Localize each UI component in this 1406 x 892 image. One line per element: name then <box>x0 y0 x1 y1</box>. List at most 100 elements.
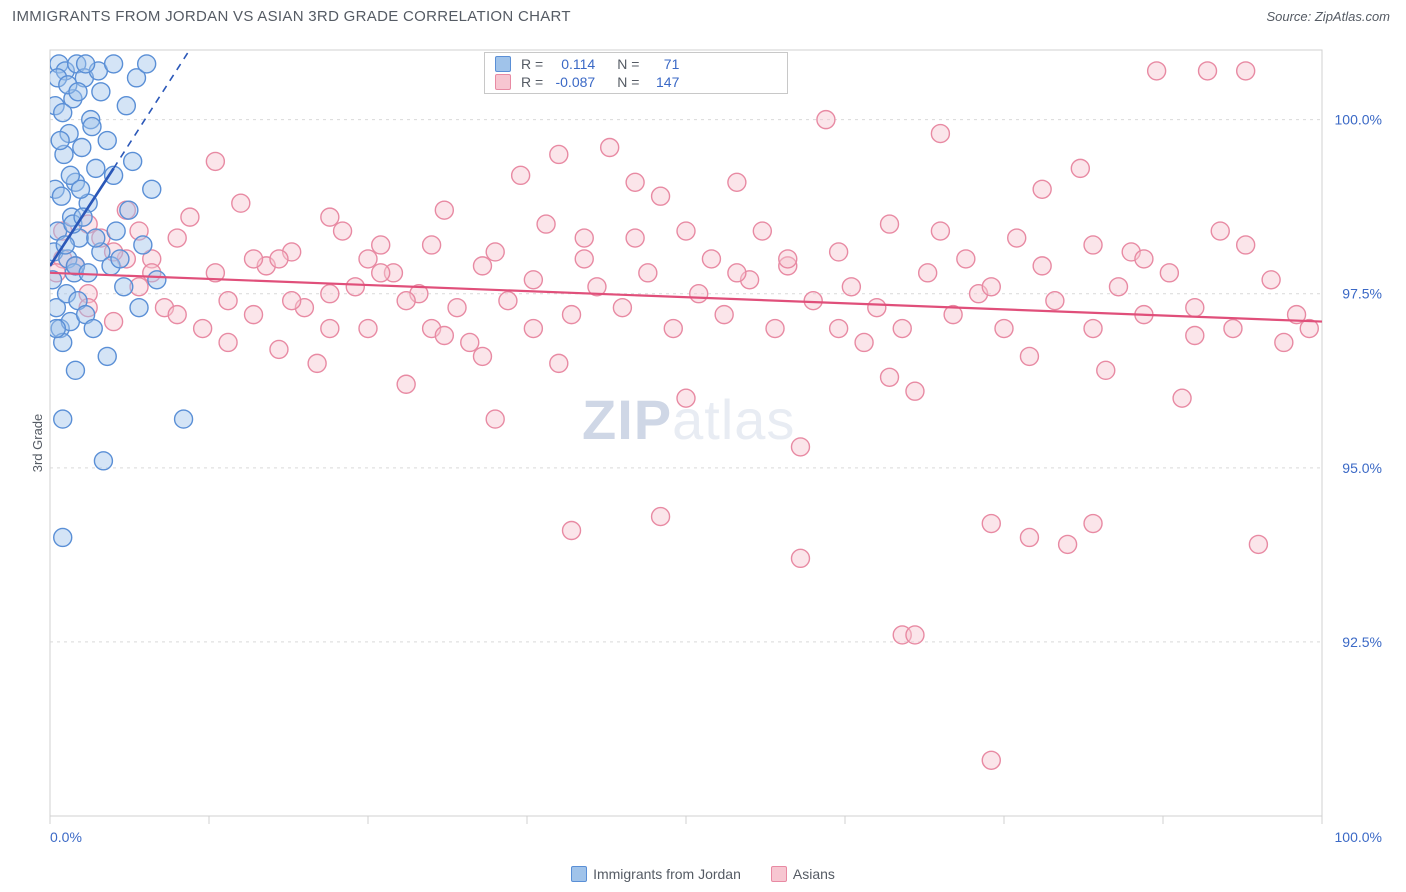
point-series-b <box>677 222 695 240</box>
point-series-a <box>87 159 105 177</box>
point-series-b <box>270 340 288 358</box>
point-series-b <box>1224 320 1242 338</box>
point-series-a <box>47 320 65 338</box>
point-series-b <box>753 222 771 240</box>
point-series-a <box>98 347 116 365</box>
point-series-b <box>473 257 491 275</box>
y-tick-label: 95.0% <box>1342 460 1382 476</box>
point-series-b <box>931 222 949 240</box>
point-series-b <box>359 320 377 338</box>
point-series-a <box>111 250 129 268</box>
point-series-a <box>54 410 72 428</box>
point-series-b <box>677 389 695 407</box>
n-label: N = <box>617 56 639 72</box>
point-series-b <box>1084 515 1102 533</box>
point-series-b <box>1084 236 1102 254</box>
n-value: 71 <box>639 56 679 72</box>
x-tick-max: 100.0% <box>1335 829 1382 844</box>
point-series-b <box>1033 180 1051 198</box>
n-value: 147 <box>639 74 679 90</box>
point-series-b <box>791 438 809 456</box>
chart-title: IMMIGRANTS FROM JORDAN VS ASIAN 3RD GRAD… <box>12 8 571 25</box>
y-tick-label: 97.5% <box>1342 286 1382 302</box>
legend-swatch-a <box>571 866 587 882</box>
point-series-b <box>639 264 657 282</box>
point-series-a <box>54 104 72 122</box>
point-series-a <box>107 222 125 240</box>
point-series-b <box>1186 327 1204 345</box>
point-series-b <box>1199 62 1217 80</box>
point-series-b <box>397 375 415 393</box>
legend-item-series-a: Immigrants from Jordan <box>571 866 741 882</box>
point-series-b <box>728 264 746 282</box>
point-series-b <box>766 320 784 338</box>
legend-item-series-b: Asians <box>771 866 835 882</box>
stats-row: R =0.114 N =71 <box>485 55 787 73</box>
point-series-a <box>117 97 135 115</box>
point-series-a <box>66 361 84 379</box>
point-series-a <box>115 278 133 296</box>
point-series-b <box>931 125 949 143</box>
point-series-a <box>134 236 152 254</box>
point-series-b <box>321 320 339 338</box>
point-series-b <box>397 292 415 310</box>
y-tick-label: 100.0% <box>1335 112 1382 128</box>
trend-line <box>50 273 1322 322</box>
point-series-b <box>1211 222 1229 240</box>
scatter-chart: 92.5%95.0%97.5%100.0%0.0%100.0% <box>42 42 1396 844</box>
point-series-b <box>283 292 301 310</box>
r-label: R = <box>521 56 543 72</box>
point-series-b <box>346 278 364 296</box>
point-series-b <box>652 187 670 205</box>
point-series-b <box>830 320 848 338</box>
y-tick-label: 92.5% <box>1342 634 1382 650</box>
source-label: Source: ZipAtlas.com <box>1266 9 1390 24</box>
legend-label-b: Asians <box>793 866 835 882</box>
point-series-b <box>372 264 390 282</box>
point-series-b <box>868 299 886 317</box>
point-series-a <box>51 132 69 150</box>
r-value: 0.114 <box>543 56 595 72</box>
point-series-b <box>359 250 377 268</box>
point-series-b <box>550 354 568 372</box>
point-series-b <box>791 549 809 567</box>
point-series-b <box>1135 250 1153 268</box>
point-series-a <box>83 118 101 136</box>
point-series-a <box>84 320 102 338</box>
point-series-b <box>575 229 593 247</box>
point-series-b <box>524 271 542 289</box>
point-series-a <box>124 152 142 170</box>
point-series-a <box>94 452 112 470</box>
point-series-b <box>982 278 1000 296</box>
point-series-b <box>563 521 581 539</box>
point-series-b <box>1020 347 1038 365</box>
point-series-b <box>626 173 644 191</box>
point-series-b <box>855 333 873 351</box>
point-series-b <box>893 320 911 338</box>
point-series-b <box>270 250 288 268</box>
point-series-b <box>575 250 593 268</box>
point-series-b <box>779 250 797 268</box>
point-series-b <box>1148 62 1166 80</box>
point-series-b <box>626 229 644 247</box>
point-series-b <box>1275 333 1293 351</box>
point-series-b <box>1173 389 1191 407</box>
point-series-b <box>652 508 670 526</box>
point-series-a <box>175 410 193 428</box>
point-series-a <box>120 201 138 219</box>
point-series-b <box>957 250 975 268</box>
point-series-b <box>550 145 568 163</box>
point-series-a <box>69 83 87 101</box>
point-series-b <box>1008 229 1026 247</box>
point-series-a <box>77 55 95 73</box>
point-series-b <box>906 382 924 400</box>
point-series-b <box>601 138 619 156</box>
legend-swatch-b <box>771 866 787 882</box>
point-series-b <box>448 299 466 317</box>
legend-bottom: Immigrants from Jordan Asians <box>0 866 1406 882</box>
point-series-b <box>881 368 899 386</box>
point-series-a <box>98 132 116 150</box>
point-series-b <box>919 264 937 282</box>
point-series-b <box>1097 361 1115 379</box>
point-series-b <box>1020 528 1038 546</box>
